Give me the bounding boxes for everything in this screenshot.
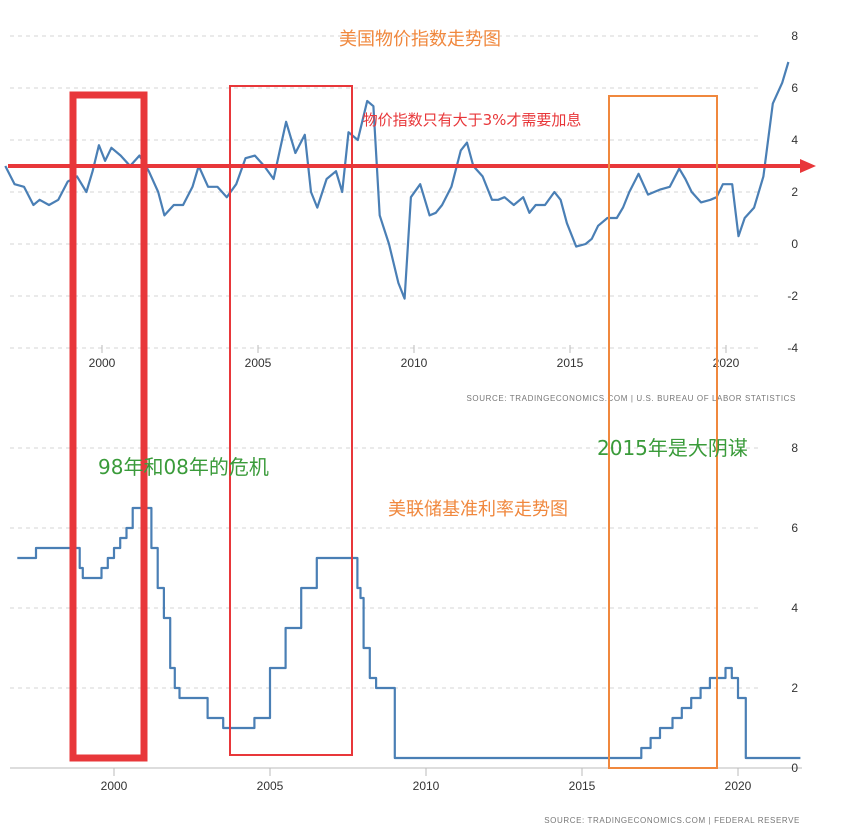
crisis-2008-highlight-box	[229, 85, 353, 756]
top-chart-x-tick-label: 2020	[713, 356, 740, 370]
bottom-chart-title: 美联储基准利率走势图	[388, 499, 568, 520]
top-chart-y-tick-label: 2	[791, 185, 798, 199]
top-chart-threshold-note: 物价指数只有大于3%才需要加息	[363, 111, 582, 129]
top-chart-y-tick-label: -2	[787, 289, 798, 303]
top-chart-x-tick-label: 2005	[245, 356, 272, 370]
bottom-chart-y-tick-label: 4	[791, 601, 798, 615]
crisis-annotation: 98年和08年的危机	[98, 455, 269, 479]
top-chart-x-tick-label: 2010	[401, 356, 428, 370]
top-chart-title: 美国物价指数走势图	[339, 29, 501, 50]
threshold-arrow	[8, 159, 816, 173]
top-chart-y-tick-label: 8	[791, 29, 798, 43]
bottom-chart-y-tick-label: 6	[791, 521, 798, 535]
bottom-chart-x-tick-label: 2015	[569, 779, 596, 793]
period-2015-highlight-box	[608, 95, 718, 769]
top-chart-x-tick-label: 2015	[557, 356, 584, 370]
bottom-chart-series-line	[17, 506, 801, 760]
top-chart-y-tick-label: 0	[791, 237, 798, 251]
bottom-chart-y-tick-label: 2	[791, 681, 798, 695]
top-chart-y-tick-label: -4	[787, 341, 798, 355]
top-chart-x-tick-label: 2000	[89, 356, 116, 370]
bottom-chart-x-tick-label: 2005	[257, 779, 284, 793]
crisis-1998-highlight-box	[69, 91, 148, 762]
bottom-chart-x-tick-label: 2010	[413, 779, 440, 793]
top-chart-y-tick-label: 4	[791, 133, 798, 147]
bottom-chart-source: SOURCE: TRADINGECONOMICS.COM | FEDERAL R…	[544, 816, 800, 825]
top-chart-x-ticks: 2000 2005 2010 2015 2020	[89, 345, 740, 370]
top-chart-gridlines	[10, 35, 762, 349]
bottom-chart-y-ticks: 8 6 4 2 0	[791, 441, 798, 775]
top-chart-y-ticks: 8 6 4 2 0 -2 -4	[787, 29, 798, 355]
bottom-chart-y-tick-label: 0	[791, 761, 798, 775]
bottom-chart-y-tick-label: 8	[791, 441, 798, 455]
bottom-chart-gridlines	[10, 447, 802, 769]
bottom-chart-x-tick-label: 2000	[101, 779, 128, 793]
top-chart-y-tick-label: 6	[791, 81, 798, 95]
top-chart-source: SOURCE: TRADINGECONOMICS.COM | U.S. BURE…	[466, 394, 796, 403]
annotation-2015: 2015年是大阴谋	[597, 436, 748, 460]
bottom-chart-x-ticks: 2000 2005 2010 2015 2020	[101, 768, 752, 793]
bottom-chart-x-tick-label: 2020	[725, 779, 752, 793]
